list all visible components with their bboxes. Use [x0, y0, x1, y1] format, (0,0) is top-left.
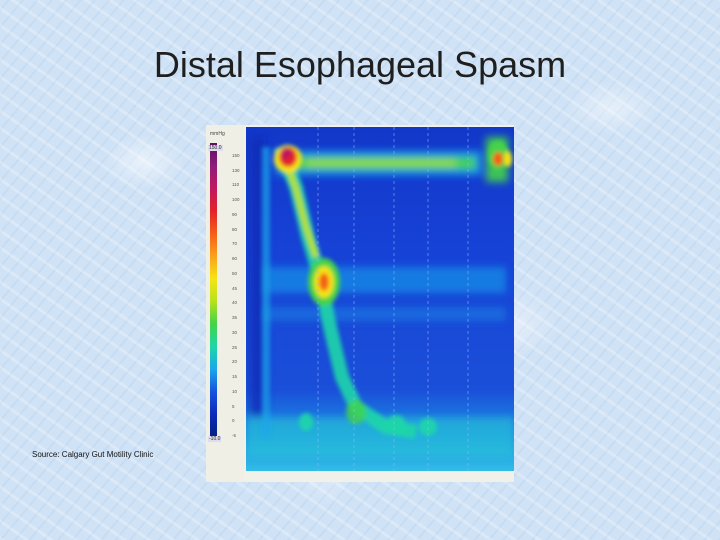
- scale-tick-label: 60: [232, 256, 238, 262]
- scale-tick-label: 5: [232, 403, 235, 409]
- scale-unit-label: mmHg: [210, 131, 225, 137]
- scale-tick-label: 40: [232, 300, 238, 306]
- scale-tick-label: 100: [232, 197, 240, 203]
- scale-tick-label: 45: [232, 285, 238, 291]
- scale-tick-label: 30: [232, 329, 238, 335]
- scale-min-label: -10.0: [208, 436, 222, 442]
- source-caption: Source: Calgary Gut Motility Clinic: [32, 450, 154, 459]
- pressure-topography-plot: [246, 127, 514, 477]
- scale-tick-label: 150: [232, 153, 240, 158]
- scale-tick-label: 20: [232, 359, 238, 365]
- scale-tick-label: 15: [232, 374, 238, 380]
- scale-tick-label: 50: [232, 270, 238, 276]
- scale-tick-label: 90: [232, 211, 238, 217]
- scale-tick-label: 25: [232, 344, 238, 350]
- slide-title: Distal Esophageal Spasm: [153, 44, 567, 85]
- pressure-topography-figure: mmHg 150.0 -10.0 150 130 110 100 90 80 70 60 50 4…: [206, 125, 514, 482]
- pressure-scale-panel: mmHg 150.0 -10.0 150 130 110 100 90 80 70 60 50 4…: [206, 125, 244, 482]
- scale-max-label: 150.0: [208, 145, 223, 151]
- scale-tick-label: 35: [232, 315, 238, 321]
- scale-tick-label: 130: [232, 167, 240, 173]
- scale-tick-label: 70: [232, 241, 238, 247]
- pressure-contours: [262, 141, 512, 439]
- scale-tick-label: 10: [232, 388, 238, 394]
- scale-tick-label: -5: [232, 433, 237, 438]
- scale-tick-label: 110: [232, 182, 240, 188]
- scale-tick-label: 0: [232, 418, 235, 424]
- plot-bottom-strip: [246, 471, 514, 477]
- scale-tick-label: 80: [232, 226, 238, 232]
- pressure-color-scale: [210, 143, 217, 437]
